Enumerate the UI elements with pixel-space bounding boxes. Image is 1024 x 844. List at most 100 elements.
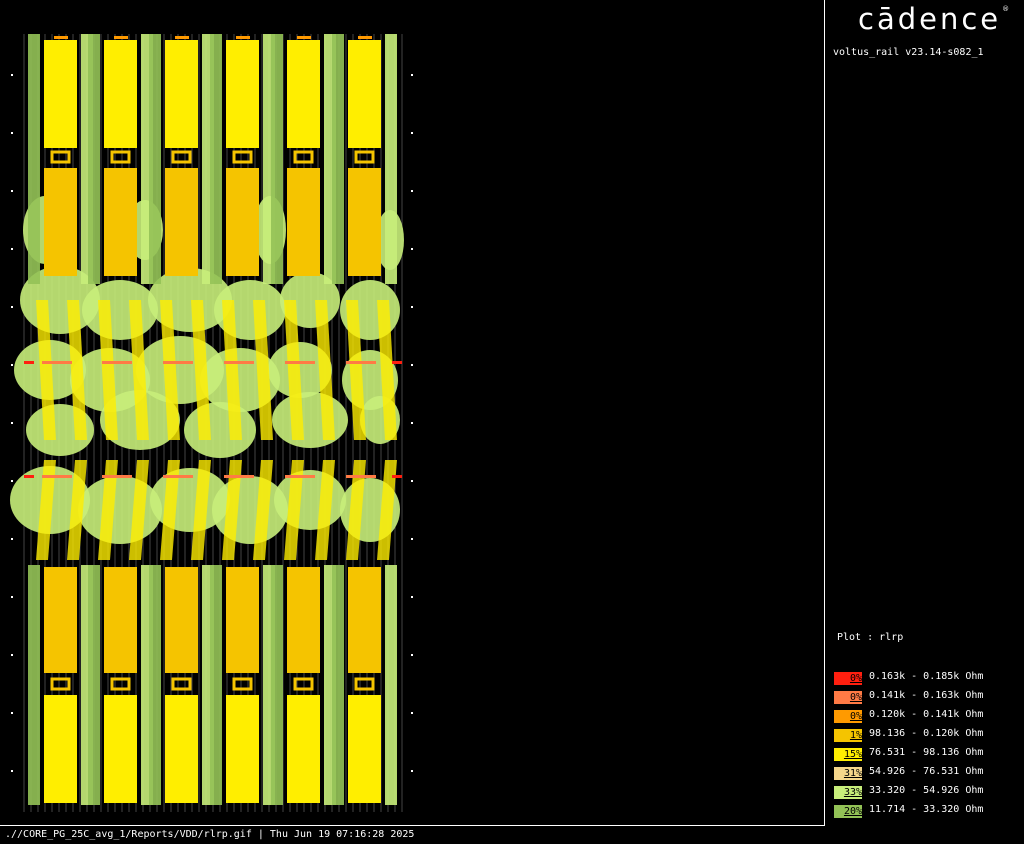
edge-tick (411, 364, 413, 366)
column-tab (236, 36, 250, 39)
via-connector (232, 150, 253, 164)
hot-spot-mark (102, 475, 132, 478)
high-resistance-stripe (284, 300, 304, 440)
column-edge (210, 565, 222, 805)
via-connector (293, 150, 314, 164)
hot-spot-mark (392, 475, 402, 478)
legend-pct: 31% (843, 768, 862, 779)
cadence-logo: cādence® (858, 2, 1009, 36)
high-resistance-stripe (98, 300, 118, 440)
column-bottom-block (226, 695, 259, 803)
plot-label: Plot : rlrp (837, 632, 904, 643)
high-resistance-stripe (346, 460, 366, 560)
column-edge (88, 34, 100, 284)
high-resistance-stripe (315, 460, 335, 560)
column-tab (175, 36, 189, 39)
high-resistance-stripe (67, 300, 87, 440)
resistance-region (184, 402, 256, 458)
via-connector (171, 677, 192, 691)
hot-spot-mark (346, 361, 376, 364)
legend-range: 33.320 - 54.926 Ohm (869, 785, 984, 796)
legend-swatch: 33% (834, 786, 862, 799)
column-mid-block (44, 567, 77, 673)
column-bottom-block (348, 695, 381, 803)
resistance-region (272, 392, 348, 448)
column-mid-block (44, 168, 77, 276)
legend-pct: 1% (849, 730, 862, 741)
edge-tick (411, 654, 413, 656)
hot-spot-mark (24, 361, 34, 364)
column-mid-block (348, 567, 381, 673)
column-mid-block (287, 168, 320, 276)
column-mid-block (104, 567, 137, 673)
column-tab (114, 36, 128, 39)
legend-swatch: 15% (834, 748, 862, 761)
ir-drop-map (10, 34, 413, 812)
hot-spot-mark (285, 361, 315, 364)
high-resistance-stripe (191, 300, 211, 440)
legend-pct: 0% (849, 692, 862, 703)
column-top-block (44, 40, 77, 148)
legend-pct: 0% (849, 673, 862, 684)
edge-tick (11, 770, 13, 772)
legend-range: 0.141k - 0.163k Ohm (869, 690, 984, 701)
hot-spot-mark (163, 475, 193, 478)
column-edge (271, 565, 283, 805)
hot-spot-mark (42, 361, 72, 364)
column-tab (54, 36, 68, 39)
column-edge (332, 565, 344, 805)
hot-spot-mark (346, 475, 376, 478)
high-resistance-stripe (315, 300, 335, 440)
resistance-region (274, 470, 346, 530)
column-edge (210, 34, 222, 284)
high-resistance-stripe (377, 300, 397, 440)
high-resistance-stripe (222, 300, 242, 440)
panel-divider (824, 0, 825, 826)
edge-tick (11, 596, 13, 598)
edge-tick (11, 190, 13, 192)
legend-range: 0.120k - 0.141k Ohm (869, 709, 984, 720)
edge-tick (411, 422, 413, 424)
legend-swatch: 0% (834, 691, 862, 704)
resistance-region (78, 476, 162, 544)
edge-tick (11, 306, 13, 308)
edge-tick (411, 480, 413, 482)
high-resistance-stripe (377, 460, 397, 560)
column-edge (271, 34, 283, 284)
legend-range: 11.714 - 33.320 Ohm (869, 804, 984, 815)
high-resistance-stripe (222, 460, 242, 560)
registered-mark: ® (1002, 5, 1010, 13)
hot-spot-mark (42, 475, 72, 478)
high-resistance-stripe (253, 300, 273, 440)
edge-tick (11, 74, 13, 76)
column-edge (28, 34, 40, 284)
high-resistance-stripe (284, 460, 304, 560)
column-bottom-block (165, 695, 198, 803)
via-connector (171, 150, 192, 164)
high-resistance-stripe (129, 300, 149, 440)
edge-tick (11, 132, 13, 134)
high-resistance-stripe (67, 460, 87, 560)
via-connector (354, 150, 375, 164)
column-tab (297, 36, 311, 39)
legend-range: 76.531 - 98.136 Ohm (869, 747, 984, 758)
high-resistance-stripe (160, 300, 180, 440)
column-mid-block (348, 168, 381, 276)
column-bottom-block (287, 695, 320, 803)
column-top-block (165, 40, 198, 148)
footer-path: .//CORE_PG_25C_avg_1/Reports/VDD/rlrp.gi… (5, 829, 415, 840)
edge-tick (11, 538, 13, 540)
version-label: voltus_rail v23.14-s082_1 (833, 47, 984, 58)
legend-range: 54.926 - 76.531 Ohm (869, 766, 984, 777)
legend-swatch: 20% (834, 805, 862, 818)
column-mid-block (226, 567, 259, 673)
edge-tick (11, 364, 13, 366)
hot-spot-mark (224, 475, 254, 478)
column-top-block (104, 40, 137, 148)
edge-tick (411, 190, 413, 192)
hot-spot-mark (224, 361, 254, 364)
footer-divider (0, 825, 825, 826)
legend-swatch: 31% (834, 767, 862, 780)
column-mid-block (165, 168, 198, 276)
column-edge (385, 565, 397, 805)
